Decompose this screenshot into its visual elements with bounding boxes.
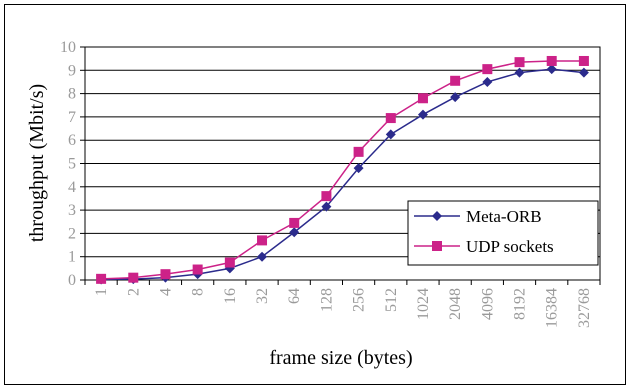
- x-tick-label: 4: [157, 288, 174, 296]
- y-tick-label: 5: [68, 156, 76, 173]
- y-tick-label: 9: [68, 62, 76, 79]
- data-point-udp-sockets: [482, 64, 493, 75]
- data-point-meta-orb: [514, 67, 525, 78]
- y-tick-label: 1: [68, 249, 76, 266]
- y-tick-label: 2: [68, 225, 76, 242]
- legend-marker-meta-orb: [432, 211, 442, 221]
- y-tick-label: 7: [68, 109, 76, 126]
- x-tick-label: 512: [383, 288, 400, 312]
- legend-marker-udp-sockets: [432, 241, 442, 251]
- y-tick-label: 10: [60, 39, 76, 56]
- series-group: [96, 55, 589, 285]
- x-tick-label: 32: [254, 288, 271, 304]
- x-tick-label: 256: [351, 288, 368, 312]
- data-point-udp-sockets: [578, 55, 589, 66]
- x-tick-label: 1: [93, 288, 110, 296]
- legend-box: [407, 200, 599, 266]
- x-tick-label: 1024: [415, 288, 432, 320]
- data-point-meta-orb: [578, 67, 589, 78]
- x-tick-label: 4096: [479, 288, 496, 320]
- legend: Meta-ORB UDP sockets: [407, 200, 599, 266]
- legend-label-udp-sockets: UDP sockets: [466, 237, 554, 256]
- data-point-udp-sockets: [417, 93, 428, 104]
- data-point-udp-sockets: [289, 217, 300, 228]
- data-point-udp-sockets: [128, 272, 139, 283]
- data-point-meta-orb: [417, 109, 428, 120]
- data-point-meta-orb: [321, 201, 332, 212]
- data-point-meta-orb: [289, 227, 300, 238]
- data-point-meta-orb: [385, 129, 396, 140]
- y-tick-label: 0: [68, 272, 76, 289]
- x-axis-title: frame size (bytes): [269, 347, 412, 369]
- x-tick-label: 16: [222, 288, 239, 304]
- x-tick-label: 64: [286, 288, 303, 304]
- data-point-meta-orb: [257, 251, 268, 262]
- chart-frame: [4, 4, 626, 385]
- x-tick-label: 32768: [576, 288, 593, 328]
- data-point-udp-sockets: [450, 75, 461, 86]
- legend-label-meta-orb: Meta-ORB: [466, 207, 542, 226]
- y-tick-label: 4: [68, 179, 76, 196]
- data-point-udp-sockets: [192, 264, 203, 275]
- data-point-udp-sockets: [385, 113, 396, 124]
- data-point-udp-sockets: [160, 269, 171, 280]
- data-point-udp-sockets: [257, 235, 268, 246]
- x-axis-ticks: 1 2 4 8 16 32 64 128 256 512 1024 2048 4096 8192 16384…: [84, 280, 601, 328]
- x-tick-label: 128: [318, 288, 335, 312]
- x-tick-label: 2048: [447, 288, 464, 320]
- data-point-udp-sockets: [546, 55, 557, 66]
- data-point-udp-sockets: [96, 273, 107, 284]
- series-line-udp-sockets: [101, 60, 584, 280]
- data-point-meta-orb: [353, 163, 364, 174]
- x-tick-label: 2: [125, 288, 142, 296]
- y-tick-label: 3: [68, 202, 76, 219]
- y-tick-label: 8: [68, 86, 76, 103]
- data-point-udp-sockets: [353, 146, 364, 157]
- y-axis-ticks: 0 1 2 3 4 5 6 7 8 9 10: [60, 39, 85, 289]
- series-line-meta-orb: [101, 68, 584, 281]
- data-point-udp-sockets: [224, 257, 235, 268]
- data-point-udp-sockets: [514, 57, 525, 68]
- data-point-udp-sockets: [321, 191, 332, 202]
- y-axis-title: throughput (Mbit/s): [26, 84, 48, 242]
- data-point-meta-orb: [546, 64, 557, 75]
- data-point-meta-orb: [482, 76, 493, 87]
- data-point-meta-orb: [450, 92, 461, 103]
- x-tick-label: 16384: [544, 288, 561, 328]
- x-tick-label: 8: [190, 288, 207, 296]
- x-tick-label: 8192: [512, 288, 529, 320]
- y-tick-label: 6: [68, 132, 76, 149]
